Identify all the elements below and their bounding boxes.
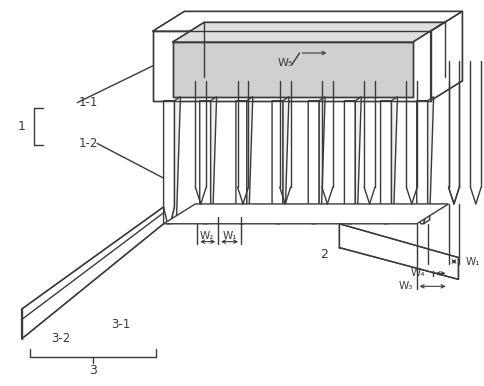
Polygon shape [339, 224, 457, 279]
Polygon shape [152, 11, 461, 31]
Text: 1-1: 1-1 [78, 96, 97, 109]
Polygon shape [278, 97, 288, 224]
Polygon shape [22, 207, 163, 339]
Polygon shape [423, 97, 433, 224]
Text: W₅: W₅ [277, 58, 293, 68]
Text: W₁: W₁ [222, 231, 237, 241]
Polygon shape [206, 97, 216, 224]
Text: 3: 3 [89, 364, 96, 377]
Text: W₄: W₄ [409, 268, 424, 278]
Polygon shape [199, 101, 210, 224]
Polygon shape [242, 97, 252, 224]
Polygon shape [170, 97, 180, 224]
Text: W₃: W₃ [397, 281, 412, 291]
Text: 3-2: 3-2 [51, 332, 71, 345]
Polygon shape [172, 42, 412, 97]
Text: 3-1: 3-1 [111, 318, 130, 330]
Text: 2: 2 [320, 248, 328, 261]
Polygon shape [344, 101, 355, 224]
Polygon shape [163, 101, 174, 224]
Polygon shape [387, 97, 396, 224]
Text: W₁: W₁ [465, 257, 480, 266]
Text: 1: 1 [17, 120, 26, 133]
Polygon shape [272, 101, 282, 224]
Polygon shape [430, 11, 461, 101]
Polygon shape [380, 101, 391, 224]
Polygon shape [172, 22, 444, 42]
Polygon shape [315, 97, 324, 224]
Text: W₂: W₂ [200, 231, 214, 241]
Polygon shape [235, 101, 246, 224]
Polygon shape [163, 204, 448, 224]
Polygon shape [350, 97, 361, 224]
Polygon shape [416, 101, 427, 224]
Polygon shape [152, 31, 430, 101]
Text: 1-2: 1-2 [78, 137, 97, 150]
Polygon shape [308, 101, 318, 224]
